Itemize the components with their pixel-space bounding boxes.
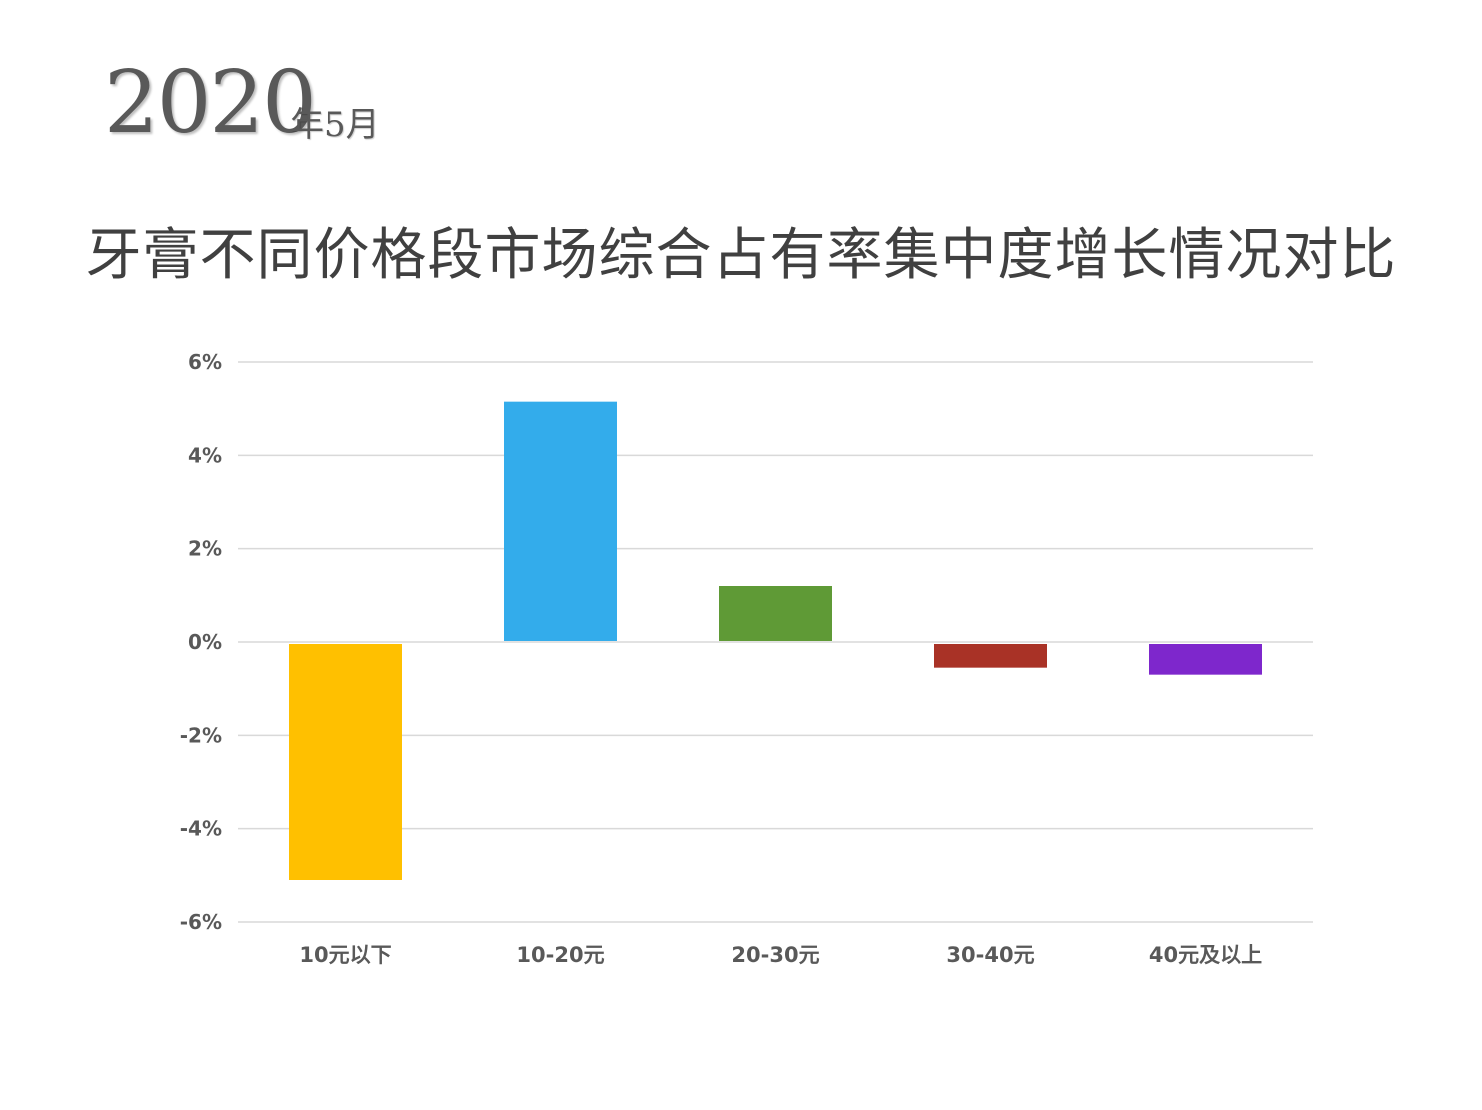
bar xyxy=(289,644,402,880)
chart-title: 牙膏不同价格段市场综合占有率集中度增长情况对比 xyxy=(85,223,1397,288)
bar xyxy=(1149,644,1262,675)
x-category-label: 10-20元 xyxy=(516,943,604,967)
bar xyxy=(504,401,617,641)
x-axis-labels: 10元以下 10-20元 20-30元 30-40元 40元及以上 xyxy=(299,943,1262,967)
y-tick-label: 2% xyxy=(188,537,222,561)
bar xyxy=(934,644,1047,668)
date-month: 年5月 xyxy=(290,105,380,145)
x-category-label: 10元以下 xyxy=(299,943,391,967)
gridlines xyxy=(238,361,1313,923)
y-tick-label: 0% xyxy=(188,630,222,654)
y-tick-label: -2% xyxy=(180,723,222,747)
x-category-label: 40元及以上 xyxy=(1149,943,1262,967)
date-year: 2020 xyxy=(104,53,317,153)
x-category-label: 20-30元 xyxy=(731,943,819,967)
y-axis-labels: 6% 4% 2% 0% -2% -4% -6% xyxy=(180,350,222,934)
y-tick-label: 6% xyxy=(188,350,222,374)
y-tick-label: -4% xyxy=(180,817,222,841)
bar xyxy=(719,586,832,641)
x-category-label: 30-40元 xyxy=(946,943,1034,967)
y-tick-label: 4% xyxy=(188,443,222,467)
bars xyxy=(289,401,1262,880)
y-tick-label: -6% xyxy=(180,910,222,934)
